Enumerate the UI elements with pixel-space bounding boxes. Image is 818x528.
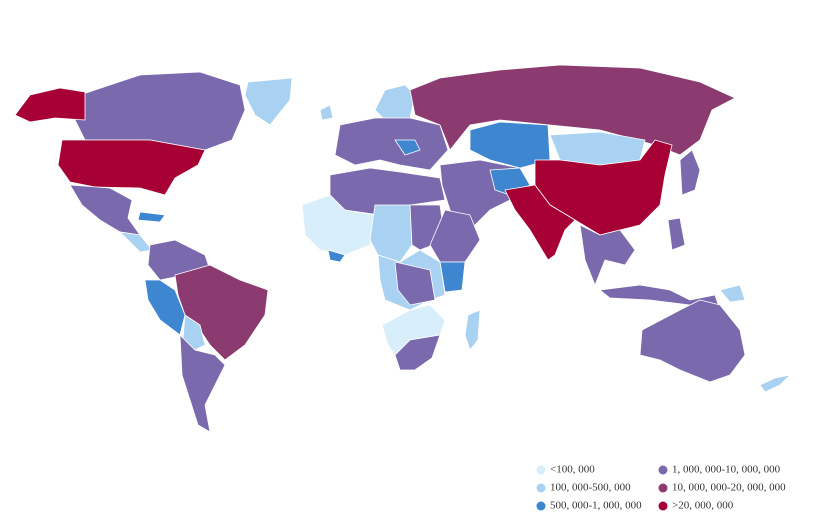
legend: <100, 000 100, 000-500, 000 500, 000-1, 00… — [536, 464, 786, 512]
region — [244, 77, 293, 126]
region — [369, 204, 413, 263]
region — [409, 64, 736, 156]
region — [679, 149, 701, 196]
region — [759, 374, 791, 393]
region — [144, 279, 186, 336]
region — [301, 194, 376, 256]
legend-swatch — [658, 483, 668, 493]
region — [394, 334, 441, 371]
legend-label: 1, 000, 000-10, 000, 000 — [672, 464, 781, 476]
region — [579, 224, 636, 286]
region — [74, 71, 246, 151]
countries — [14, 64, 791, 433]
legend-label: >20, 000, 000 — [672, 500, 734, 512]
legend-swatch — [658, 501, 668, 511]
legend-swatch — [658, 465, 668, 475]
region — [504, 184, 576, 261]
region — [464, 309, 481, 351]
legend-swatch — [536, 483, 546, 493]
region — [334, 117, 449, 171]
legend-label: 500, 000-1, 000, 000 — [550, 500, 642, 512]
region — [179, 334, 226, 433]
region — [719, 284, 746, 303]
legend-label: 100, 000-500, 000 — [550, 482, 631, 494]
region — [319, 104, 334, 121]
legend-swatch — [536, 465, 546, 475]
region — [119, 231, 153, 253]
region — [394, 261, 436, 306]
region — [14, 87, 86, 123]
legend-label: 10, 000, 000-20, 000, 000 — [672, 482, 786, 494]
region — [174, 264, 269, 361]
region — [327, 249, 346, 263]
region — [182, 314, 206, 351]
region — [57, 139, 206, 196]
legend-label: <100, 000 — [550, 464, 595, 476]
region — [137, 211, 166, 223]
region — [639, 299, 746, 383]
region — [394, 139, 421, 156]
legend-swatch — [536, 501, 546, 511]
region — [667, 217, 686, 251]
region — [599, 284, 721, 311]
region — [69, 184, 141, 236]
